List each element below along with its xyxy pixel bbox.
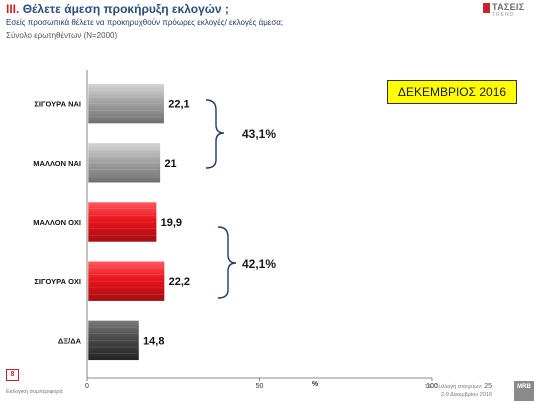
value-label-4: 14,8 [143,335,164,347]
title-roman-numeral: III. [6,2,20,16]
bar-3 [87,260,165,302]
value-label-1: 21 [164,158,176,170]
category-label-1: ΜΑΛΛΟΝ ΝΑΙ [33,159,81,168]
chart-subtitle: Εσείς προσωπικά θέλετε να προκηρυχθούν π… [6,18,284,27]
tasis-logo: ΤΑΣΕΙΣ TREND [483,2,535,20]
bar-1 [87,142,161,184]
source-text: Τ.Ε. Συλλογή στοιχείων: [424,384,483,390]
category-label-4: ΔΞ/ΔΑ [58,336,82,345]
bar-2 [87,201,157,243]
chart-title: III. Θέλετε άμεση προκήρυξη εκλογών ; [6,2,229,16]
bar-0 [87,83,165,124]
group-label-yes: 43,1% [242,127,276,141]
x-tick-label-1: 50 [256,383,264,390]
mrb-logo: MRB [514,381,534,401]
x-axis-unit: % [312,381,319,388]
value-label-0: 22,1 [168,99,189,111]
title-question: Θέλετε άμεση προκήρυξη εκλογών ; [22,2,229,16]
sample-base: Σύνολο ερωτηθέντων (N=2000) [6,31,118,40]
value-label-3: 22,2 [169,276,190,288]
page-number-badge: 8 [6,369,19,381]
bar-4 [87,320,140,361]
source-line-2: 2-9 Δεκεμβρίου 2016 [440,392,492,398]
source-line-1: Τ.Ε. Συλλογή στοιχείων: 25 [425,383,492,390]
x-tick-label-0: 0 [85,383,89,390]
footer-note: Εκλογική συμπεριφορά [6,389,63,395]
period-box: ΔΕΚΕΜΒΡΙΟΣ 2016 [387,80,517,104]
category-label-3: ΣΙΓΟΥΡΑ ΟΧΙ [34,277,81,286]
group-brace-yes [205,99,225,169]
group-label-no: 42,1% [242,257,276,271]
x-tick-label-2: 100 [426,383,438,390]
ticks-layer: 0 50 100 [85,378,438,390]
logo-mark-icon [483,3,490,13]
category-label-0: ΣΙΓΟΥΡΑ ΝΑΙ [34,100,81,109]
logo-name: ΤΑΣΕΙΣ [492,2,525,12]
value-label-2: 19,9 [161,217,182,229]
logo-sub: TREND [492,12,515,18]
group-brace-no [217,226,237,299]
category-label-2: ΜΑΛΛΟΝ ΟΧΙ [33,218,81,227]
source-page: 25 [484,383,492,390]
bars-layer: ΣΙΓΟΥΡΑ ΝΑΙ 22,1 ΜΑΛΛΟΝ ΝΑΙ 21 ΜΑΛΛΟΝ ΟΧΙ 19,… [33,83,190,361]
